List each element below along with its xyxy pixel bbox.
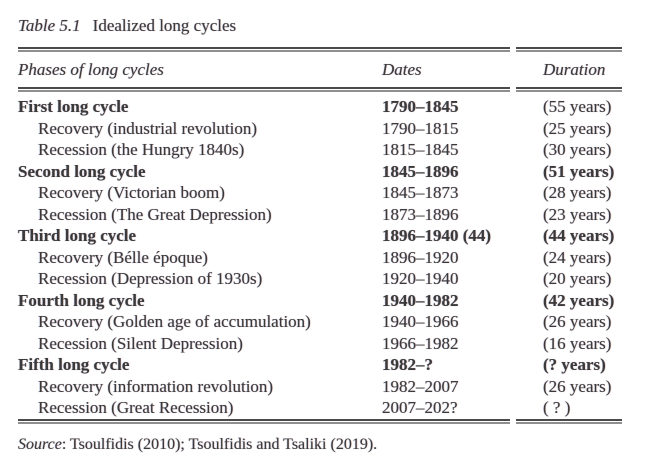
phase-cell: Recession (Great Recession): [38, 398, 234, 417]
table-row: Fifth long cycle 1982–? (? years): [18, 354, 622, 376]
phase-cell: Recovery (Bélle époque): [38, 247, 208, 267]
table-row: Second long cycle 1845–1896 (51 years): [18, 161, 622, 183]
duration-cell: (44 years): [543, 226, 615, 245]
bottom-rule: [18, 418, 622, 424]
phase-cell: Recession (The Great Depression): [38, 204, 272, 224]
table-row: Recession (The Great Depression) 1873–18…: [18, 204, 622, 226]
top-rule-right-segment: [516, 47, 622, 52]
duration-cell: (26 years): [543, 312, 612, 331]
dates-cell: 1790–1845: [382, 97, 459, 116]
duration-cell: (30 years): [543, 140, 612, 159]
phase-cell: Third long cycle: [18, 226, 137, 245]
duration-cell: (16 years): [543, 333, 612, 353]
phase-cell: Recovery (industrial revolution): [38, 118, 258, 138]
dates-cell: 1896–1940 (44): [382, 226, 492, 245]
phase-cell: Recovery (information revolution): [38, 376, 274, 396]
header-rule-left-segment: [18, 87, 510, 92]
source-label: Source: [18, 435, 62, 453]
header-rule-right-segment: [516, 87, 622, 92]
table-caption: Table 5.1 Idealized long cycles: [18, 16, 622, 36]
phase-cell: Recession (the Hungry 1840s): [38, 140, 245, 159]
dates-cell: 1873–1896: [382, 204, 459, 224]
phase-cell: Second long cycle: [18, 161, 146, 181]
source-note: Source: Tsoulfidis (2010); Tsoulfidis an…: [18, 435, 622, 454]
dates-cell: 1940–1966: [382, 312, 459, 331]
dates-cell: 1815–1845: [382, 140, 459, 159]
duration-cell: (28 years): [543, 183, 612, 202]
duration-cell: ( ? ): [543, 398, 571, 417]
top-rule-left-segment: [18, 47, 510, 52]
header-phases: Phases of long cycles: [18, 60, 164, 79]
duration-cell: (? years): [543, 355, 606, 374]
table-row: Recession (the Hungry 1840s) 1815–1845 (…: [18, 139, 622, 161]
source-text: : Tsoulfidis (2010); Tsoulfidis and Tsal…: [61, 435, 378, 453]
table-caption-title: Idealized long cycles: [92, 16, 237, 35]
header-dates: Dates: [382, 60, 422, 79]
duration-cell: (26 years): [543, 376, 612, 396]
table-row: Recession (Depression of 1930s) 1920–194…: [18, 268, 622, 290]
duration-cell: (55 years): [543, 97, 612, 116]
dates-cell: 1982–2007: [382, 376, 459, 396]
table-header-row: Phases of long cycles Dates Duration: [18, 52, 622, 87]
dates-cell: 1790–1815: [382, 118, 459, 138]
dates-cell: 2007–202?: [382, 398, 458, 417]
table-body: First long cycle 1790–1845 (55 years) Re…: [18, 92, 622, 419]
table-caption-number: Table 5.1: [18, 16, 81, 35]
duration-cell: (25 years): [543, 118, 612, 138]
header-duration: Duration: [543, 60, 606, 79]
phase-cell: Fifth long cycle: [18, 355, 130, 374]
phase-cell: Fourth long cycle: [18, 290, 145, 310]
dates-cell: 1982–?: [382, 355, 433, 374]
duration-cell: (51 years): [543, 161, 615, 181]
table-row: Recovery (Bélle époque) 1896–1920 (24 ye…: [18, 247, 622, 269]
phase-cell: Recovery (Victorian boom): [38, 183, 225, 202]
duration-cell: (42 years): [543, 290, 615, 310]
table-row: Recession (Silent Depression) 1966–1982 …: [18, 333, 622, 355]
bottom-rule-right-segment: [516, 418, 622, 424]
table-row: Recovery (Golden age of accumulation) 19…: [18, 311, 622, 333]
dates-cell: 1845–1873: [382, 183, 459, 202]
phase-cell: Recovery (Golden age of accumulation): [38, 312, 311, 331]
phase-cell: Recession (Silent Depression): [38, 333, 243, 353]
table-row: Third long cycle 1896–1940 (44) (44 year…: [18, 225, 622, 247]
phase-cell: Recession (Depression of 1930s): [38, 269, 263, 288]
header-rule: [18, 87, 622, 92]
table-row: Recession (Great Recession) 2007–202? ( …: [18, 397, 622, 419]
dates-cell: 1845–1896: [382, 161, 459, 181]
dates-cell: 1920–1940: [382, 269, 459, 288]
table-row: Recovery (information revolution) 1982–2…: [18, 376, 622, 398]
duration-cell: (24 years): [543, 247, 612, 267]
table-row: First long cycle 1790–1845 (55 years): [18, 96, 622, 118]
table-row: Recovery (industrial revolution) 1790–18…: [18, 118, 622, 140]
dates-cell: 1966–1982: [382, 333, 459, 353]
duration-cell: (23 years): [543, 204, 612, 224]
phase-cell: First long cycle: [18, 97, 129, 116]
duration-cell: (20 years): [543, 269, 612, 288]
dates-cell: 1940–1982: [382, 290, 459, 310]
table-5-1: Table 5.1 Idealized long cycles Phases of…: [18, 16, 622, 454]
dates-cell: 1896–1920: [382, 247, 459, 267]
bottom-rule-left-segment: [18, 418, 510, 424]
table-row: Fourth long cycle 1940–1982 (42 years): [18, 290, 622, 312]
table-row: Recovery (Victorian boom) 1845–1873 (28 …: [18, 182, 622, 204]
top-rule: [18, 47, 622, 52]
